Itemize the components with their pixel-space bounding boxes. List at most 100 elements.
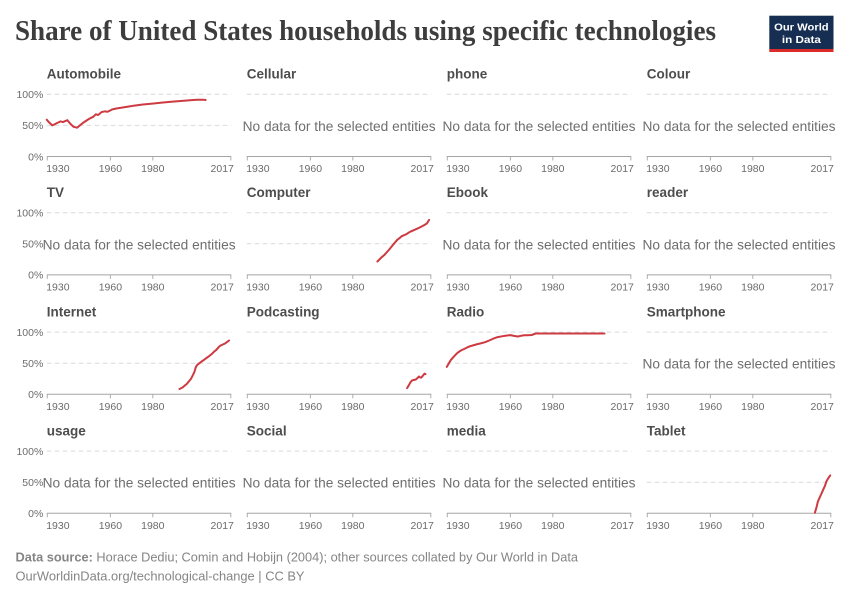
svg-text:Share of United States househo: Share of United States households using … bbox=[15, 16, 716, 47]
svg-text:50%: 50% bbox=[22, 120, 43, 132]
svg-text:Computer: Computer bbox=[247, 185, 311, 200]
svg-text:2017: 2017 bbox=[211, 282, 235, 294]
svg-text:No data for the selected entit: No data for the selected entities bbox=[643, 119, 836, 134]
svg-text:No data for the selected entit: No data for the selected entities bbox=[443, 476, 636, 491]
svg-text:1980: 1980 bbox=[541, 163, 565, 175]
svg-text:1980: 1980 bbox=[141, 282, 165, 294]
svg-text:1960: 1960 bbox=[499, 520, 523, 532]
svg-text:1960: 1960 bbox=[699, 401, 723, 413]
svg-text:1960: 1960 bbox=[299, 282, 323, 294]
svg-text:Radio: Radio bbox=[447, 304, 485, 319]
svg-text:Tablet: Tablet bbox=[647, 423, 686, 438]
svg-text:50%: 50% bbox=[22, 358, 43, 370]
svg-text:No data for the selected entit: No data for the selected entities bbox=[243, 476, 436, 491]
svg-text:1930: 1930 bbox=[446, 520, 470, 532]
svg-text:1980: 1980 bbox=[141, 163, 165, 175]
svg-text:media: media bbox=[447, 423, 487, 438]
svg-text:1930: 1930 bbox=[646, 401, 670, 413]
svg-text:1960: 1960 bbox=[499, 282, 523, 294]
svg-text:2017: 2017 bbox=[411, 520, 435, 532]
svg-text:1980: 1980 bbox=[741, 520, 765, 532]
svg-text:1980: 1980 bbox=[341, 401, 365, 413]
svg-text:1980: 1980 bbox=[341, 163, 365, 175]
svg-text:2017: 2017 bbox=[411, 163, 435, 175]
svg-text:2017: 2017 bbox=[611, 401, 635, 413]
svg-text:2017: 2017 bbox=[811, 520, 835, 532]
svg-text:No data for the selected entit: No data for the selected entities bbox=[643, 237, 836, 252]
svg-text:1960: 1960 bbox=[699, 282, 723, 294]
svg-text:2017: 2017 bbox=[211, 163, 235, 175]
svg-text:1930: 1930 bbox=[246, 282, 270, 294]
svg-text:Cellular: Cellular bbox=[247, 67, 297, 82]
svg-text:1960: 1960 bbox=[499, 163, 523, 175]
svg-text:usage: usage bbox=[47, 423, 87, 438]
svg-text:1960: 1960 bbox=[699, 163, 723, 175]
svg-text:1960: 1960 bbox=[99, 282, 123, 294]
svg-text:1980: 1980 bbox=[541, 282, 565, 294]
svg-text:1930: 1930 bbox=[46, 163, 70, 175]
svg-text:Automobile: Automobile bbox=[47, 67, 122, 82]
svg-text:1980: 1980 bbox=[541, 520, 565, 532]
svg-text:100%: 100% bbox=[16, 208, 43, 220]
svg-text:Podcasting: Podcasting bbox=[247, 304, 320, 319]
svg-text:100%: 100% bbox=[16, 327, 43, 339]
svg-text:100%: 100% bbox=[16, 89, 43, 101]
svg-text:Social: Social bbox=[247, 423, 287, 438]
svg-text:1960: 1960 bbox=[299, 520, 323, 532]
svg-text:2017: 2017 bbox=[211, 520, 235, 532]
svg-text:2017: 2017 bbox=[811, 282, 835, 294]
svg-text:1960: 1960 bbox=[99, 520, 123, 532]
svg-text:0%: 0% bbox=[28, 151, 43, 163]
svg-text:1980: 1980 bbox=[141, 520, 165, 532]
svg-text:1930: 1930 bbox=[46, 520, 70, 532]
svg-text:50%: 50% bbox=[22, 239, 43, 251]
svg-text:50%: 50% bbox=[22, 477, 43, 489]
svg-text:Ebook: Ebook bbox=[447, 185, 489, 200]
svg-text:2017: 2017 bbox=[211, 401, 235, 413]
svg-text:1960: 1960 bbox=[99, 163, 123, 175]
svg-text:No data for the selected entit: No data for the selected entities bbox=[43, 237, 236, 252]
svg-text:1930: 1930 bbox=[646, 282, 670, 294]
svg-text:2017: 2017 bbox=[811, 163, 835, 175]
svg-text:0%: 0% bbox=[28, 270, 43, 282]
svg-text:Smartphone: Smartphone bbox=[647, 304, 726, 319]
svg-text:OurWorldinData.org/technologic: OurWorldinData.org/technological-change … bbox=[16, 569, 306, 583]
svg-text:No data for the selected entit: No data for the selected entities bbox=[643, 357, 836, 372]
svg-text:2017: 2017 bbox=[611, 282, 635, 294]
svg-text:Colour: Colour bbox=[647, 67, 691, 82]
svg-text:1980: 1980 bbox=[341, 520, 365, 532]
svg-text:TV: TV bbox=[47, 185, 64, 200]
svg-text:1960: 1960 bbox=[299, 401, 323, 413]
svg-text:2017: 2017 bbox=[611, 520, 635, 532]
svg-text:2017: 2017 bbox=[411, 282, 435, 294]
svg-text:1980: 1980 bbox=[141, 401, 165, 413]
svg-text:1980: 1980 bbox=[541, 401, 565, 413]
svg-text:1960: 1960 bbox=[499, 401, 523, 413]
svg-text:1930: 1930 bbox=[46, 282, 70, 294]
svg-text:1980: 1980 bbox=[741, 282, 765, 294]
svg-text:Our World: Our World bbox=[774, 22, 829, 34]
svg-text:0%: 0% bbox=[28, 389, 43, 401]
svg-text:1930: 1930 bbox=[446, 282, 470, 294]
svg-text:1930: 1930 bbox=[646, 520, 670, 532]
svg-text:1960: 1960 bbox=[699, 520, 723, 532]
svg-text:1930: 1930 bbox=[446, 401, 470, 413]
svg-text:reader: reader bbox=[647, 185, 689, 200]
svg-text:No data for the selected entit: No data for the selected entities bbox=[243, 119, 436, 134]
svg-text:1930: 1930 bbox=[46, 401, 70, 413]
svg-text:Data source: Horace Dediu; Com: Data source: Horace Dediu; Comin and Hob… bbox=[16, 551, 579, 565]
svg-text:1930: 1930 bbox=[446, 163, 470, 175]
svg-text:phone: phone bbox=[447, 67, 488, 82]
svg-text:0%: 0% bbox=[28, 508, 43, 520]
svg-text:No data for the selected entit: No data for the selected entities bbox=[443, 119, 636, 134]
svg-text:2017: 2017 bbox=[411, 401, 435, 413]
svg-text:No data for the selected entit: No data for the selected entities bbox=[43, 476, 236, 491]
svg-text:1930: 1930 bbox=[246, 520, 270, 532]
svg-text:1930: 1930 bbox=[246, 401, 270, 413]
svg-text:100%: 100% bbox=[16, 446, 43, 458]
svg-text:1930: 1930 bbox=[246, 163, 270, 175]
svg-text:1980: 1980 bbox=[741, 163, 765, 175]
svg-text:No data for the selected entit: No data for the selected entities bbox=[443, 237, 636, 252]
svg-text:1960: 1960 bbox=[299, 163, 323, 175]
svg-text:1930: 1930 bbox=[646, 163, 670, 175]
